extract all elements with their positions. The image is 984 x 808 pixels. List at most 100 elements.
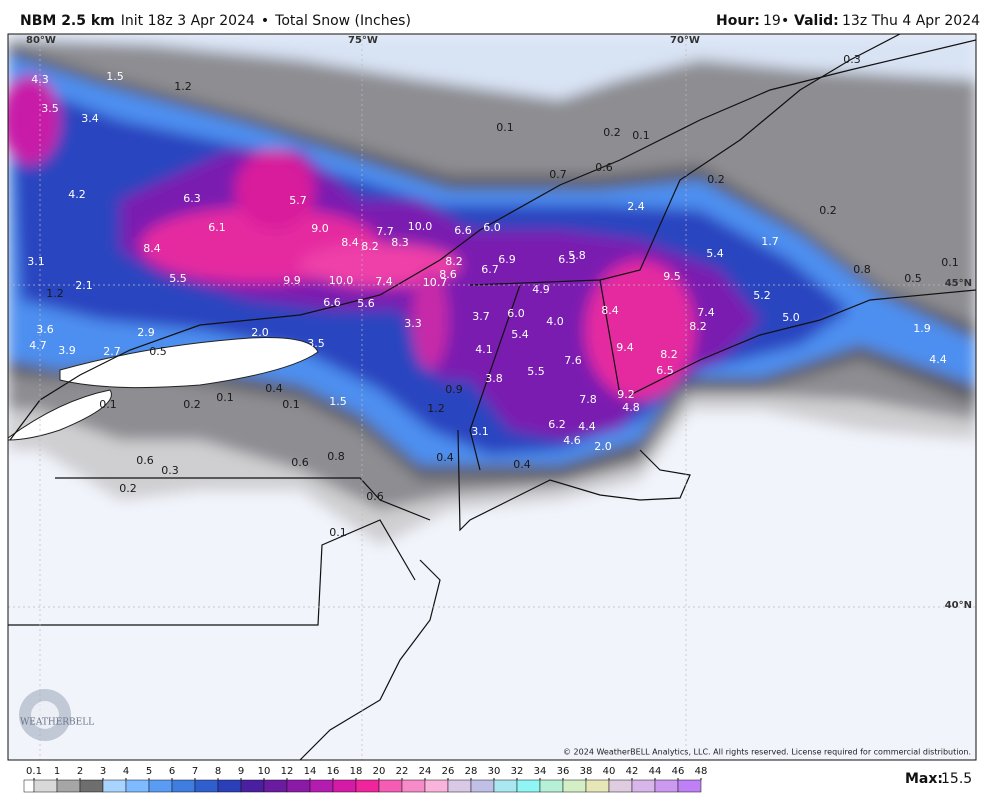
snow-amount: 0.8 — [327, 450, 345, 463]
snow-amount: 7.4 — [375, 275, 393, 288]
legend-swatch — [148, 779, 173, 793]
snow-amount: 2.0 — [594, 440, 612, 453]
legend-tick-label: 28 — [465, 766, 478, 777]
legend-tick-label: 48 — [695, 766, 708, 777]
snow-amount: 2.0 — [251, 326, 269, 339]
snow-amount: 4.4 — [929, 353, 947, 366]
snow-amount: 2.9 — [137, 326, 155, 339]
legend-swatch — [470, 779, 495, 793]
snow-amount: 6.2 — [548, 418, 566, 431]
legend-swatch — [355, 779, 380, 793]
map-shape — [31, 701, 59, 729]
snow-amount: 9.5 — [663, 270, 681, 283]
snow-amount: 8.3 — [391, 236, 409, 249]
map-shape — [55, 477, 431, 521]
snow-amount: 0.6 — [366, 490, 384, 503]
map-shape — [8, 34, 976, 760]
legend-tick-label: 26 — [442, 766, 455, 777]
legend-tick-label: 2 — [77, 766, 83, 777]
snow-amount: 1.5 — [106, 70, 124, 83]
legend-tick-label: 20 — [373, 766, 386, 777]
snow-amount: 0.6 — [291, 456, 309, 469]
map-shape — [585, 260, 695, 400]
legend-tick-label: 36 — [557, 766, 570, 777]
snow-amount: 2.1 — [75, 279, 93, 292]
snow-amount: 4.6 — [563, 434, 581, 447]
snow-amount: 8.2 — [445, 255, 463, 268]
snow-amount: 0.9 — [445, 383, 463, 396]
snow-amount: 0.1 — [282, 398, 300, 411]
legend-swatch — [23, 779, 35, 793]
header: NBM 2.5 km Init 18z 3 Apr 2024 • Total S… — [20, 13, 980, 29]
snow-amount: 5.7 — [289, 194, 307, 207]
snow-amount: 0.1 — [941, 256, 959, 269]
legend-swatch — [539, 779, 564, 793]
legend-tick-label: 18 — [350, 766, 363, 777]
legend-tick-label: 4 — [123, 766, 129, 777]
snow-amount: 8.2 — [361, 240, 379, 253]
snow-amount: 6.0 — [507, 307, 525, 320]
snow-amount: 4.1 — [475, 343, 493, 356]
legend-swatch — [33, 779, 58, 793]
map-shape — [629, 289, 976, 396]
valid-label: Valid: — [794, 13, 839, 29]
snow-amount: 6.6 — [454, 224, 472, 237]
snow-amount: 5.5 — [527, 365, 545, 378]
snow-amount: 1.2 — [174, 80, 192, 93]
legend-tick-label: 1 — [54, 766, 60, 777]
legend-swatch — [447, 779, 472, 793]
logo: WEATHERBELL — [20, 718, 94, 728]
map-shape — [599, 279, 621, 396]
snow-amount: 3.1 — [471, 425, 489, 438]
legend-tick-label: 40 — [603, 766, 616, 777]
graticule-label: 70°W — [670, 35, 700, 46]
graticule-labels: 80°W 75°W 70°W 45°N 40°N — [26, 35, 972, 611]
snow-amount: 0.7 — [549, 168, 567, 181]
snow-amount: 8.6 — [439, 268, 457, 281]
snow-amount: 0.5 — [904, 272, 922, 285]
legend-tick-label: 44 — [649, 766, 662, 777]
snow-amount: 7.8 — [579, 393, 597, 406]
legend-tick-label: 5 — [146, 766, 152, 777]
legend-tick-label: 14 — [304, 766, 317, 777]
legend-swatch — [585, 779, 610, 793]
legend-swatch — [286, 779, 311, 793]
map-shape — [8, 34, 976, 100]
legend-tick-label: 24 — [419, 766, 432, 777]
snow-amount: 0.2 — [119, 482, 137, 495]
legend-tick-label: 38 — [580, 766, 593, 777]
snow-amount: 0.2 — [183, 398, 201, 411]
snow-amount: 6.5 — [656, 364, 674, 377]
init-time: Init 18z 3 Apr 2024 — [121, 13, 255, 29]
legend-swatch — [240, 779, 265, 793]
legend-tick-label: 16 — [327, 766, 340, 777]
graticule-label: 40°N — [945, 600, 972, 611]
snow-amount: 4.4 — [578, 420, 596, 433]
snow-amount: 6.9 — [498, 253, 516, 266]
map-shape — [469, 34, 901, 286]
max-label: Max: — [905, 771, 943, 787]
snow-amount: 4.0 — [546, 315, 564, 328]
snow-amount: 0.1 — [216, 391, 234, 404]
legend-tick-label: 6 — [169, 766, 175, 777]
product-name: Total Snow (Inches) — [274, 13, 411, 29]
legend-swatch — [424, 779, 449, 793]
snow-amount: 7.7 — [376, 225, 394, 238]
snow-amount: 8.4 — [341, 236, 359, 249]
legend-tick-label: 3 — [100, 766, 106, 777]
map-shape — [412, 270, 448, 370]
snow-amount: 5.8 — [568, 249, 586, 262]
legend-swatch — [378, 779, 403, 793]
snow-amount: 2.7 — [103, 345, 121, 358]
legend-tick-label: 42 — [626, 766, 639, 777]
legend: 0.1 1 2 3 4 5 6 7 8 9 10 12 14 16 18 20 22 24 26 28 30 32 34 36… — [23, 766, 708, 793]
legend-tick-label: 8 — [215, 766, 221, 777]
snow-amount: 3.9 — [58, 344, 76, 357]
snow-amount: 6.6 — [323, 296, 341, 309]
snow-amount: 0.4 — [513, 458, 531, 471]
graticule-label: 80°W — [26, 35, 56, 46]
legend-swatch — [125, 779, 150, 793]
snow-labels: 4.3 1.5 1.2 0.3 3.5 3.4 0.1 0.2 0.1 0.6 0.7 0.2 4.2 6… — [27, 53, 959, 539]
snow-amount: 0.4 — [265, 382, 283, 395]
legend-tick-label: 0.1 — [26, 766, 42, 777]
